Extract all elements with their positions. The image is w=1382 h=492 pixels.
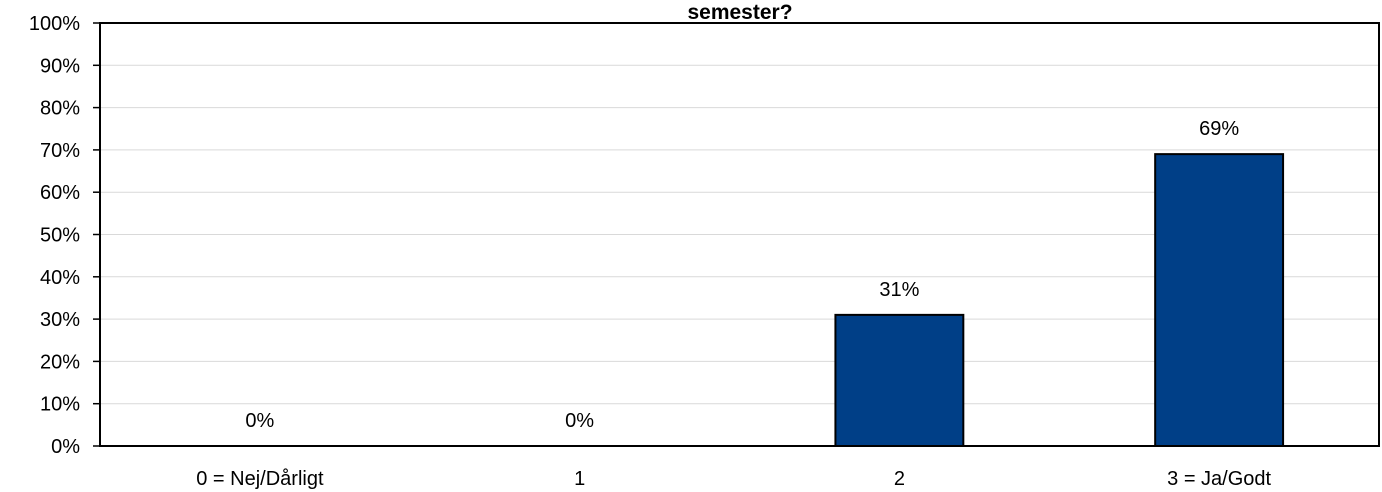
bar <box>834 313 965 447</box>
data-label: 31% <box>879 279 919 301</box>
data-label: 0% <box>565 410 594 432</box>
x-tick-label: 3 = Ja/Godt <box>1167 468 1271 490</box>
y-tick-label: 30% <box>40 309 80 331</box>
x-tick-label: 1 <box>574 468 585 490</box>
gridlines <box>100 64 1379 405</box>
bar <box>1154 153 1285 447</box>
y-tick-label: 50% <box>40 225 80 247</box>
y-tick-label: 0% <box>51 436 80 458</box>
y-tick-label: 100% <box>29 13 80 35</box>
data-labels: 0% 0% 31% 69% <box>245 118 1239 432</box>
data-label: 0% <box>245 410 274 432</box>
y-axis: 0% 10% 20% 30% 40% 50% 60% 70% 80% 90% 100% <box>29 13 100 458</box>
y-tick-label: 40% <box>40 267 80 289</box>
bars <box>834 153 1285 447</box>
data-label: 69% <box>1199 118 1239 140</box>
y-tick-label: 20% <box>40 351 80 373</box>
y-tick-label: 60% <box>40 182 80 204</box>
y-tick-label: 80% <box>40 98 80 120</box>
y-tick-label: 90% <box>40 55 80 77</box>
chart-title: semester? <box>687 1 792 24</box>
y-tick-label: 70% <box>40 140 80 162</box>
y-tick-label: 10% <box>40 394 80 416</box>
x-tick-label: 2 <box>894 468 905 490</box>
x-axis: 0 = Nej/Dårligt 1 2 3 = Ja/Godt <box>196 468 1271 490</box>
x-tick-label: 0 = Nej/Dårligt <box>196 468 324 490</box>
